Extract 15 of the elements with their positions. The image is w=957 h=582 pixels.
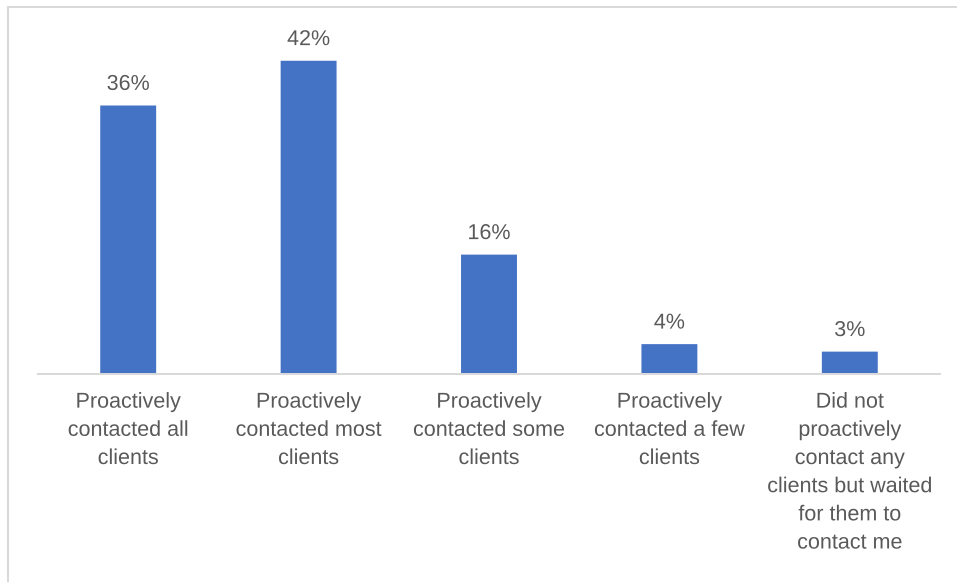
bar — [100, 105, 156, 374]
bar — [641, 344, 698, 374]
data-label: 4% — [654, 314, 684, 329]
x-tick-label: Did not proactively contact any clients but waited for them to contact me — [768, 392, 931, 549]
x-tick-label: Proactively contacted some clients — [414, 392, 564, 464]
data-label: 3% — [835, 321, 865, 336]
bar — [280, 60, 337, 374]
data-label: 16% — [469, 224, 510, 240]
bar — [822, 352, 878, 374]
data-label: 36% — [107, 74, 149, 90]
x-tick-label: Proactively contacted a few clients — [594, 392, 745, 464]
bar — [461, 254, 517, 374]
x-tick-label: Proactively contacted most clients — [236, 392, 382, 464]
data-label: 42% — [288, 30, 330, 46]
x-tick-label: Proactively contacted all clients — [68, 392, 188, 464]
